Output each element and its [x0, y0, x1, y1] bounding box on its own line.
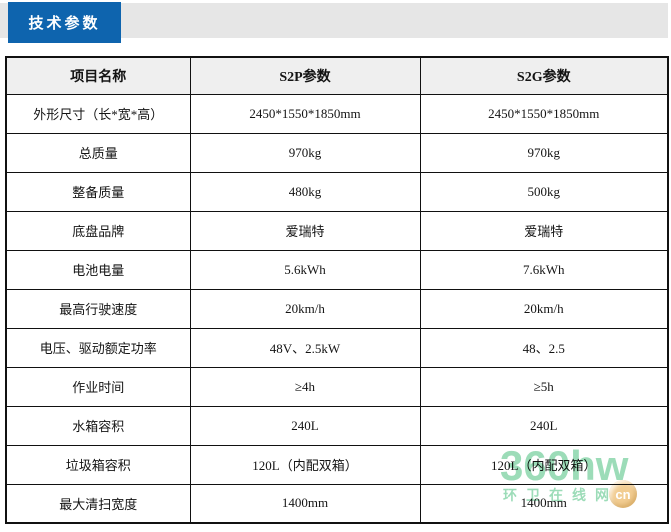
param-name-cell: 整备质量: [5, 171, 191, 212]
param-name-cell: 底盘品牌: [5, 210, 191, 251]
section-title-label: 技术参数: [28, 15, 101, 32]
s2p-value-cell: 5.6kWh: [189, 249, 421, 290]
table-row: 电池电量 5.6kWh 7.6kWh: [5, 249, 669, 290]
table-row: 最高行驶速度 20km/h 20km/h: [5, 288, 669, 329]
header-item-name: 项目名称: [5, 56, 191, 95]
table-row: 最大清扫宽度 1400mm 1400mm: [5, 483, 669, 524]
s2g-value-cell: 1400mm: [419, 483, 669, 524]
table-row: 底盘品牌 爱瑞特 爱瑞特: [5, 210, 669, 251]
s2g-value-cell: 48、2.5: [419, 327, 669, 368]
param-name-cell: 电池电量: [5, 249, 191, 290]
s2p-value-cell: 970kg: [189, 132, 421, 173]
s2p-value-cell: ≥4h: [189, 366, 421, 407]
s2g-value-cell: 2450*1550*1850mm: [419, 93, 669, 134]
table-row: 电压、驱动额定功率 48V、2.5kW 48、2.5: [5, 327, 669, 368]
param-name-cell: 总质量: [5, 132, 191, 173]
s2g-value-cell: 20km/h: [419, 288, 669, 329]
table-row: 垃圾箱容积 120L（内配双箱） 120L（内配双箱）: [5, 444, 669, 485]
s2g-value-cell: 240L: [419, 405, 669, 446]
table-row: 水箱容积 240L 240L: [5, 405, 669, 446]
header-s2p: S2P参数: [189, 56, 421, 95]
s2p-value-cell: 120L（内配双箱）: [189, 444, 421, 485]
s2p-value-cell: 240L: [189, 405, 421, 446]
s2g-value-cell: 970kg: [419, 132, 669, 173]
s2g-value-cell: 500kg: [419, 171, 669, 212]
s2g-value-cell: 爱瑞特: [419, 210, 669, 251]
spec-table: 项目名称 S2P参数 S2G参数 外形尺寸（长*宽*高） 2450*1550*1…: [5, 56, 669, 524]
param-name-cell: 外形尺寸（长*宽*高）: [5, 93, 191, 134]
table-row: 作业时间 ≥4h ≥5h: [5, 366, 669, 407]
table-row: 外形尺寸（长*宽*高） 2450*1550*1850mm 2450*1550*1…: [5, 93, 669, 134]
header-s2g: S2G参数: [419, 56, 669, 95]
param-name-cell: 最高行驶速度: [5, 288, 191, 329]
s2p-value-cell: 爱瑞特: [189, 210, 421, 251]
param-name-cell: 作业时间: [5, 366, 191, 407]
s2g-value-cell: 7.6kWh: [419, 249, 669, 290]
param-name-cell: 水箱容积: [5, 405, 191, 446]
s2g-value-cell: 120L（内配双箱）: [419, 444, 669, 485]
param-name-cell: 电压、驱动额定功率: [5, 327, 191, 368]
param-name-cell: 最大清扫宽度: [5, 483, 191, 524]
table-row: 整备质量 480kg 500kg: [5, 171, 669, 212]
section-title-badge: 技术参数: [8, 2, 121, 43]
s2p-value-cell: 480kg: [189, 171, 421, 212]
table-header-row: 项目名称 S2P参数 S2G参数: [5, 56, 669, 95]
table-row: 总质量 970kg 970kg: [5, 132, 669, 173]
s2p-value-cell: 48V、2.5kW: [189, 327, 421, 368]
s2g-value-cell: ≥5h: [419, 366, 669, 407]
param-name-cell: 垃圾箱容积: [5, 444, 191, 485]
s2p-value-cell: 2450*1550*1850mm: [189, 93, 421, 134]
s2p-value-cell: 1400mm: [189, 483, 421, 524]
s2p-value-cell: 20km/h: [189, 288, 421, 329]
